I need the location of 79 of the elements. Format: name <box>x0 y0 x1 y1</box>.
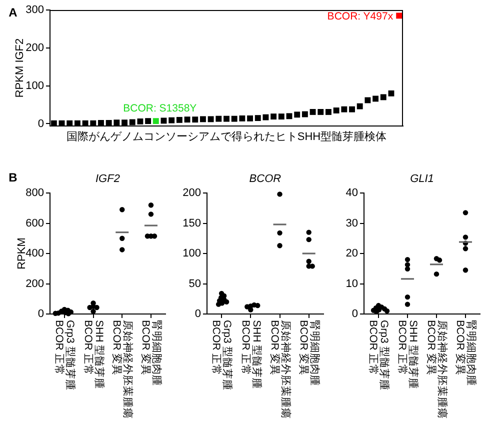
x-tick-label: BCOR 正常 SHH 型髄芽腫 <box>396 320 420 390</box>
chart-title: GLI1 <box>410 173 434 186</box>
y-tick-label: 200 <box>182 187 201 200</box>
point <box>106 120 112 126</box>
point <box>278 114 284 120</box>
y-tick-label: 200 <box>26 278 44 290</box>
point <box>380 94 386 100</box>
text: A <box>8 5 18 20</box>
point <box>388 90 394 96</box>
y-tick-label: 300 <box>26 4 44 16</box>
x-axis-title: 国際がんゲノムコンソーシアムで得られたヒトSHH型髄芽腫検体 <box>66 130 387 144</box>
point <box>152 118 159 124</box>
y-tick-label: 100 <box>26 80 44 92</box>
y-tick-label: 0 <box>38 118 44 130</box>
annotation: BCOR: S1358Y <box>123 102 197 115</box>
y-tick-label: 600 <box>26 217 44 230</box>
y-tick-label: 150 <box>182 217 201 230</box>
point <box>396 12 402 19</box>
x-tick-label: BCOR 変異腎明細胞肉腫 <box>454 320 478 386</box>
point <box>254 115 261 122</box>
point <box>262 114 269 120</box>
point <box>356 103 363 110</box>
point <box>224 116 230 122</box>
point <box>192 116 198 123</box>
point <box>247 115 254 122</box>
x-tick-label: BCOR 変異腎明細胞肉腫 <box>297 320 320 386</box>
y-tick-label: 0 <box>38 308 44 320</box>
point <box>200 116 206 122</box>
point <box>294 112 300 118</box>
x-tick-label: BCOR 正常 Grp3 型髄芽腫 <box>367 320 392 390</box>
point <box>216 116 222 122</box>
point <box>270 114 277 120</box>
point <box>98 120 104 126</box>
y-tick-label: 20 <box>346 248 358 260</box>
y-tick-label: 0 <box>352 308 358 320</box>
y-tick-label: 30 <box>346 217 358 230</box>
point <box>286 113 292 120</box>
y-tick-label: 100 <box>182 248 201 260</box>
point <box>349 106 355 112</box>
point <box>310 109 316 115</box>
y-tick-label: 0 <box>194 308 201 320</box>
point <box>364 97 371 104</box>
y-tick-label: 400 <box>26 248 44 260</box>
x-tick-label: BCOR 変異原始神経外胚葉腫瘍 <box>425 320 450 419</box>
y-tick-label: 50 <box>188 278 201 290</box>
chart-title: IGF2 <box>95 173 120 186</box>
point <box>372 96 379 102</box>
x-tick-label: BCOR 変異原始神経外胚葉腫瘍 <box>268 320 292 419</box>
x-tick-label: BCOR 正常 Grp3 型髄芽腫 <box>53 320 78 390</box>
y-tick-label: 40 <box>346 187 358 200</box>
point <box>333 107 340 114</box>
point <box>122 120 128 126</box>
annotation: BCOR: Y497x <box>327 10 394 23</box>
point <box>341 106 348 112</box>
chart-title: BCOR <box>249 173 282 186</box>
y-tick-label: 200 <box>26 42 44 54</box>
point <box>231 116 238 122</box>
x-tick-label: BCOR 正常 SHH 型髄芽腫 <box>82 320 106 390</box>
point <box>160 118 167 124</box>
point <box>208 116 214 122</box>
point <box>145 118 152 124</box>
x-tick-label: BCOR 変異原始神経外胚葉腫瘍 <box>110 320 135 419</box>
point <box>326 109 332 115</box>
point <box>239 115 246 122</box>
point <box>184 116 190 123</box>
point <box>302 111 308 118</box>
x-tick-label: BCOR 正常 Grp3 型髄芽腫 <box>210 320 234 390</box>
y-tick-label: 800 <box>26 187 44 200</box>
y-tick-label: 10 <box>346 278 358 290</box>
y-axis-title: RPKM IGF2 <box>14 38 26 98</box>
point <box>176 116 182 123</box>
point <box>318 109 324 115</box>
point <box>114 120 120 126</box>
x-tick-label: BCOR 変異腎明細胞肉腫 <box>140 320 163 386</box>
point <box>129 119 136 126</box>
point <box>137 118 144 124</box>
point <box>168 117 175 124</box>
text: B <box>8 170 18 184</box>
x-tick-label: BCOR 正常 SHH 型髄芽腫 <box>239 320 264 390</box>
